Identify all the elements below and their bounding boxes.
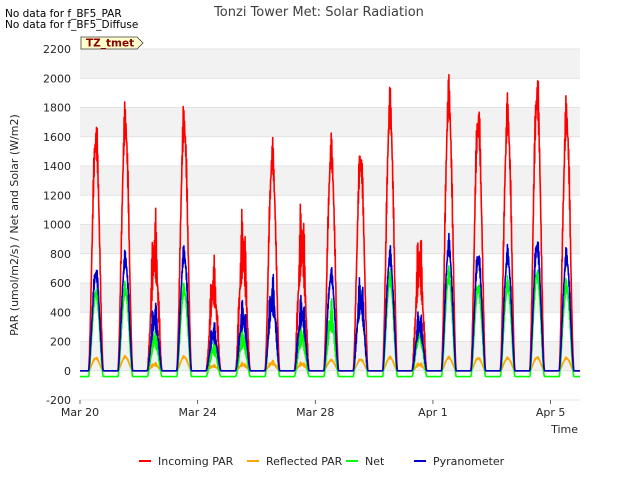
y-tick-label: 1000	[43, 219, 71, 232]
x-tick-label: Apr 1	[418, 406, 448, 419]
chart-title: Tonzi Tower Met: Solar Radiation	[213, 5, 424, 20]
legend-label: Pyranometer	[433, 455, 505, 468]
y-axis-label: PAR (umol/m2/s) / Net and Solar (W/m2)	[8, 114, 21, 336]
series-layer	[79, 73, 581, 378]
annotation-text: TZ_tmet	[86, 38, 134, 50]
grid-band	[80, 341, 580, 371]
x-axis: Mar 20 Mar 24 Mar 28 Apr 1 Apr 5	[61, 400, 565, 419]
y-tick-label: 1200	[43, 189, 71, 202]
y-tick-label: 2200	[43, 43, 71, 56]
x-tick-label: Mar 28	[296, 406, 334, 419]
series-line-pyranometer	[79, 232, 581, 372]
y-axis: -200 0 200 400 600 800 1000 1200 1400 1600 1800 200…	[43, 43, 71, 407]
grid-bands	[80, 49, 580, 371]
y-tick-label: 1600	[43, 131, 71, 144]
x-tick-label: Mar 24	[179, 406, 217, 419]
grid-band	[80, 49, 580, 79]
series-line-net	[79, 265, 581, 378]
grid-band	[80, 107, 580, 137]
x-axis-label: Time	[550, 423, 578, 436]
legend-label: Net	[365, 455, 385, 468]
y-tick-label: -200	[46, 394, 71, 407]
y-tick-label: 1400	[43, 160, 71, 173]
tz-tmet-annotation: TZ_tmet	[80, 36, 144, 50]
grid-band	[80, 224, 580, 254]
y-tick-label: 400	[50, 306, 71, 319]
y-tick-label: 200	[50, 336, 71, 349]
x-tick-label: Mar 20	[61, 406, 99, 419]
legend: Incoming PAR Reflected PAR Net Pyranometer	[139, 455, 505, 468]
y-tick-label: 600	[50, 277, 71, 290]
no-data-note-par: No data for f_BF5_PAR	[5, 8, 122, 20]
y-tick-label: 0	[64, 365, 71, 378]
y-tick-label: 1800	[43, 102, 71, 115]
y-tick-label: 800	[50, 248, 71, 261]
legend-label: Reflected PAR	[266, 455, 343, 468]
y-tick-label: 2000	[43, 72, 71, 85]
no-data-note-diffuse: No data for f_BF5_Diffuse	[5, 19, 139, 31]
x-tick-label: Apr 5	[536, 406, 566, 419]
legend-label: Incoming PAR	[158, 455, 234, 468]
annotation-box	[80, 36, 144, 50]
